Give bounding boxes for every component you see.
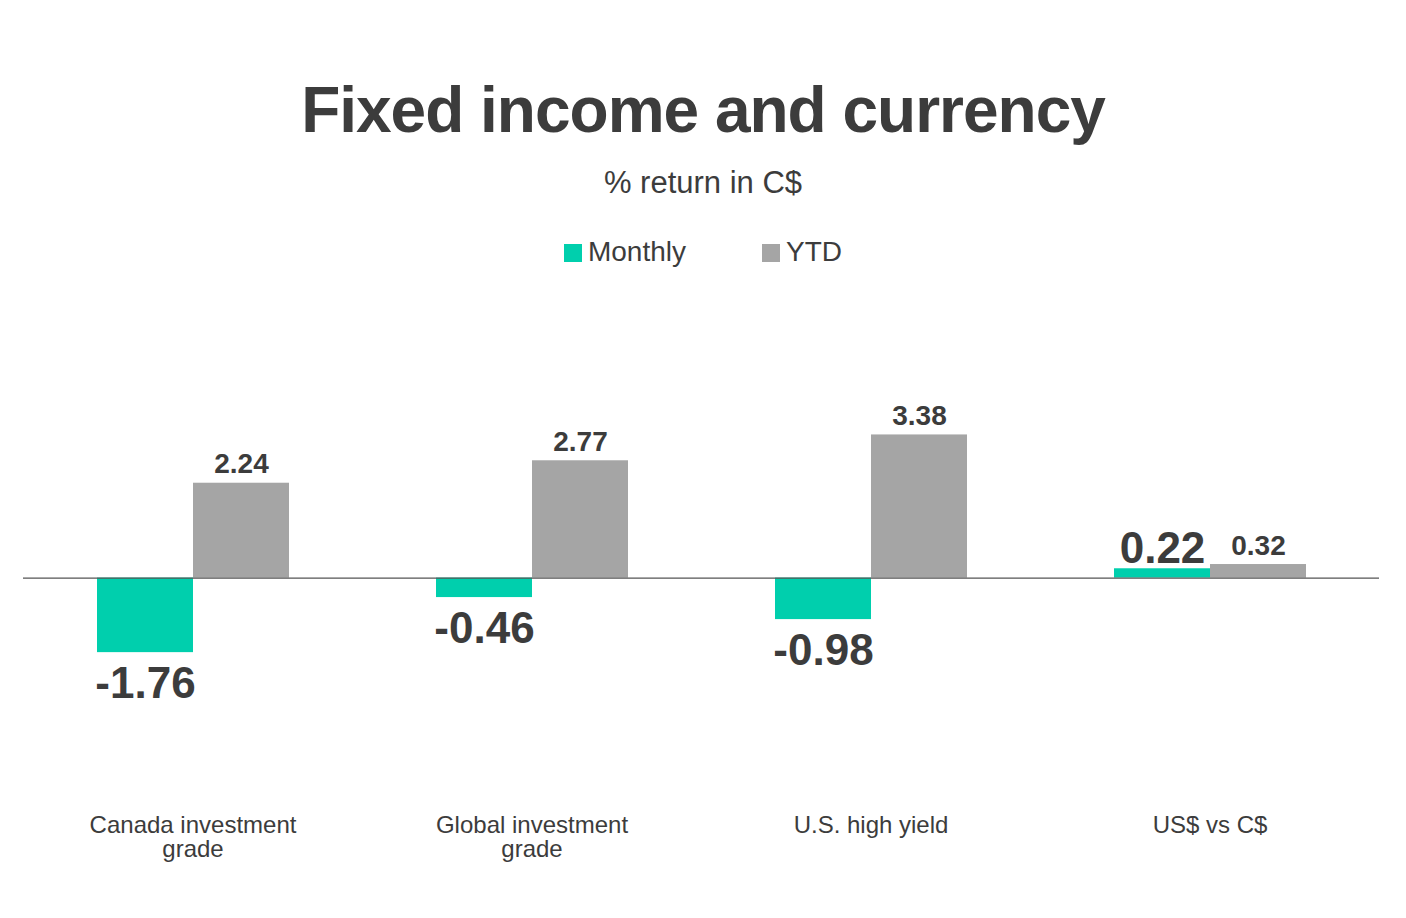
html-text:Monthly: Monthly [588, 236, 686, 267]
svg-text:0.22: 0.22 [1120, 523, 1206, 572]
svg-text:-0.46: -0.46 [434, 603, 534, 652]
svg-text:0.32: 0.32 [1231, 530, 1286, 561]
svg-text:2.24: 2.24 [214, 448, 269, 479]
html-text:Fixed income and currency: Fixed income and currency [301, 74, 1105, 146]
svg-text:3.38: 3.38 [892, 400, 947, 431]
svg-text:US$ vs C$: US$ vs C$ [1153, 811, 1268, 838]
svg-text:-1.76: -1.76 [95, 658, 195, 707]
svg-text:Canada investmentgrade: Canada investmentgrade [90, 811, 297, 862]
svg-text:2.77: 2.77 [553, 426, 608, 457]
svg-text:Global investmentgrade: Global investmentgrade [436, 811, 628, 862]
svg-text:U.S. high yield: U.S. high yield [794, 811, 949, 838]
html-text:% return in C$: % return in C$ [603, 165, 803, 200]
html-text:YTD: YTD [786, 236, 842, 267]
svg-text:-0.98: -0.98 [773, 625, 873, 674]
